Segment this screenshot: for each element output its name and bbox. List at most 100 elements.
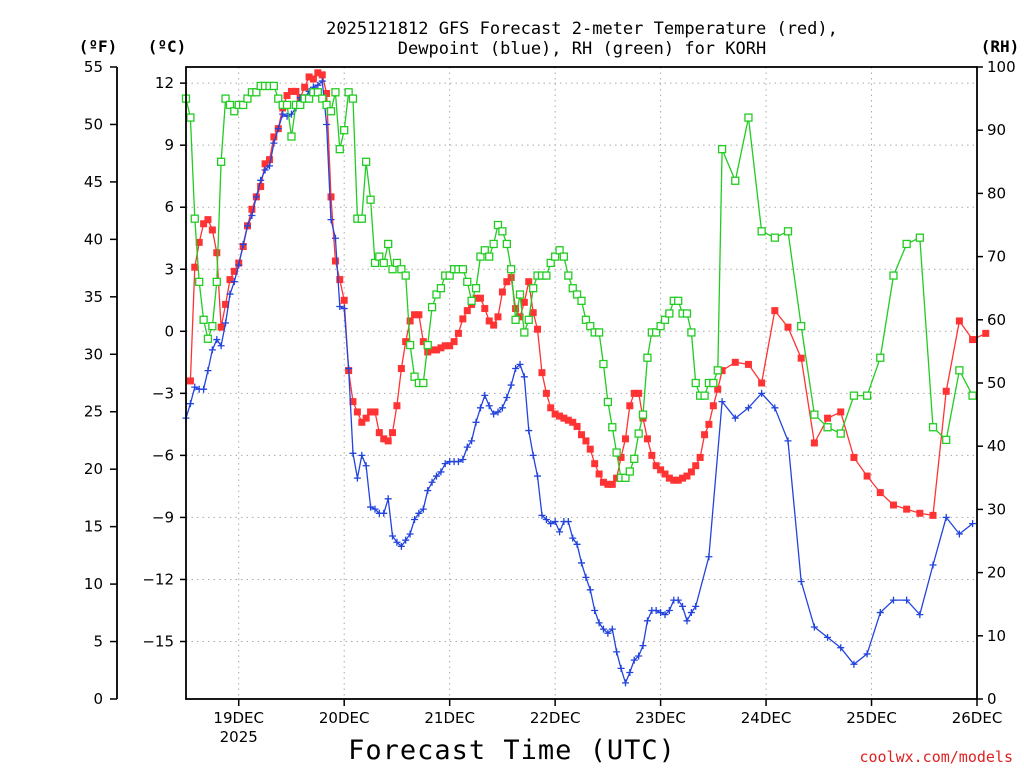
- temperature-point: [573, 422, 581, 430]
- rh-point: [296, 100, 305, 110]
- rh-point: [326, 107, 336, 116]
- dewpoint-point: [744, 404, 752, 412]
- temperature-point: [670, 476, 678, 484]
- temperature-point: [411, 311, 419, 319]
- dewpoint-point: [665, 606, 673, 614]
- dewpoint-point: [318, 77, 326, 85]
- dewpoint-point: [490, 410, 498, 418]
- rh-point: [348, 94, 358, 103]
- temperature-point: [463, 307, 471, 315]
- dewpoint-point: [582, 573, 590, 581]
- rh-point: [942, 435, 951, 445]
- temperature-point: [415, 311, 423, 319]
- dewpoint-point: [266, 162, 274, 170]
- temperature-point: [318, 71, 326, 79]
- dewpoint-point: [204, 367, 212, 375]
- rh-tick-label: 60: [987, 311, 1006, 329]
- rh-point: [612, 448, 621, 457]
- dewpoint-point: [437, 468, 445, 476]
- rh-point: [529, 284, 538, 293]
- dewpoint-point: [336, 302, 344, 310]
- rh-point: [375, 252, 384, 261]
- dewpoint-point: [441, 460, 449, 468]
- rh-point: [502, 239, 511, 249]
- gridlines: [186, 67, 977, 699]
- temperature-point: [520, 298, 528, 306]
- temperature-point: [608, 480, 616, 488]
- temperature-point: [507, 274, 515, 282]
- rh-point: [638, 410, 648, 419]
- dewpoint-point: [687, 609, 695, 617]
- rh-point: [955, 366, 964, 375]
- dewpoint-point: [657, 609, 665, 617]
- dewpoint-point: [643, 617, 651, 625]
- rh-point: [810, 410, 819, 419]
- dewpoint-point: [419, 505, 427, 513]
- dewpoint-point: [323, 120, 331, 128]
- dewpoint-point: [538, 511, 546, 519]
- temperature-point: [744, 360, 752, 368]
- temperature-point: [591, 460, 599, 468]
- dewpoint-point: [604, 629, 612, 637]
- dewpoint-point: [705, 553, 713, 561]
- rh-point: [559, 252, 569, 261]
- dewpoint-point: [573, 540, 581, 548]
- temperature-point: [490, 321, 498, 329]
- rh-point: [221, 94, 230, 103]
- rh-tick-label: 100: [987, 58, 1016, 76]
- rh-tick-label: 10: [987, 627, 1006, 645]
- rh-point: [186, 113, 195, 122]
- rh-axis-unit: (RH): [981, 37, 1020, 56]
- watermark: coolwx.com/models: [859, 748, 1013, 766]
- rh-point: [304, 94, 314, 103]
- temperature-point: [665, 474, 673, 482]
- rh-point: [713, 366, 722, 375]
- temperature-point: [635, 389, 643, 397]
- fahrenheit-tick-label: 15: [84, 518, 103, 536]
- temperature-point: [353, 408, 361, 416]
- temperature-point: [485, 317, 493, 325]
- celsius-tick-label: −12: [142, 570, 174, 588]
- temperature-point: [186, 377, 194, 385]
- rh-point: [700, 391, 709, 400]
- temperature-point: [758, 379, 766, 387]
- temperature-point: [542, 389, 550, 397]
- temperature-point: [248, 205, 256, 213]
- temperature-point: [837, 408, 845, 416]
- time-tick-sublabel: 2025: [220, 728, 258, 746]
- temperature-point: [617, 453, 625, 461]
- rh-point: [594, 328, 604, 337]
- temperature-point: [916, 509, 924, 517]
- celsius-tick-label: 9: [164, 136, 174, 154]
- temperature-point: [226, 276, 234, 284]
- temperature-point: [257, 183, 265, 191]
- temperature-point: [547, 404, 555, 412]
- temperature-point: [683, 472, 691, 480]
- rh-point: [577, 296, 586, 305]
- rh-point: [225, 100, 235, 110]
- dewpoint-point: [876, 609, 884, 617]
- rh-point: [388, 265, 397, 274]
- temperature-point: [599, 478, 607, 486]
- temperature-point: [389, 429, 397, 437]
- rh-tick-label: 80: [987, 184, 1006, 202]
- time-tick-label: 23DEC: [635, 709, 686, 727]
- dewpoint-point: [683, 617, 691, 625]
- dewpoint-point: [534, 472, 542, 480]
- temperature-point: [331, 257, 339, 265]
- rh-point: [555, 246, 564, 255]
- rh-point: [401, 271, 410, 280]
- rh-point: [427, 303, 437, 312]
- dewpoint-point: [200, 385, 208, 393]
- fahrenheit-tick-label: 45: [84, 173, 103, 191]
- dewpoint-point: [463, 443, 471, 451]
- celsius-tick-label: −9: [152, 508, 174, 526]
- rh-point: [282, 100, 292, 110]
- temperature-point: [204, 216, 212, 224]
- chart-title-line-2: Dewpoint (blue), RH (green) for KORH: [398, 39, 766, 59]
- temperature-point: [701, 431, 709, 439]
- rh-point: [269, 81, 279, 91]
- temperature-point: [648, 451, 656, 459]
- temperature-point: [652, 462, 660, 470]
